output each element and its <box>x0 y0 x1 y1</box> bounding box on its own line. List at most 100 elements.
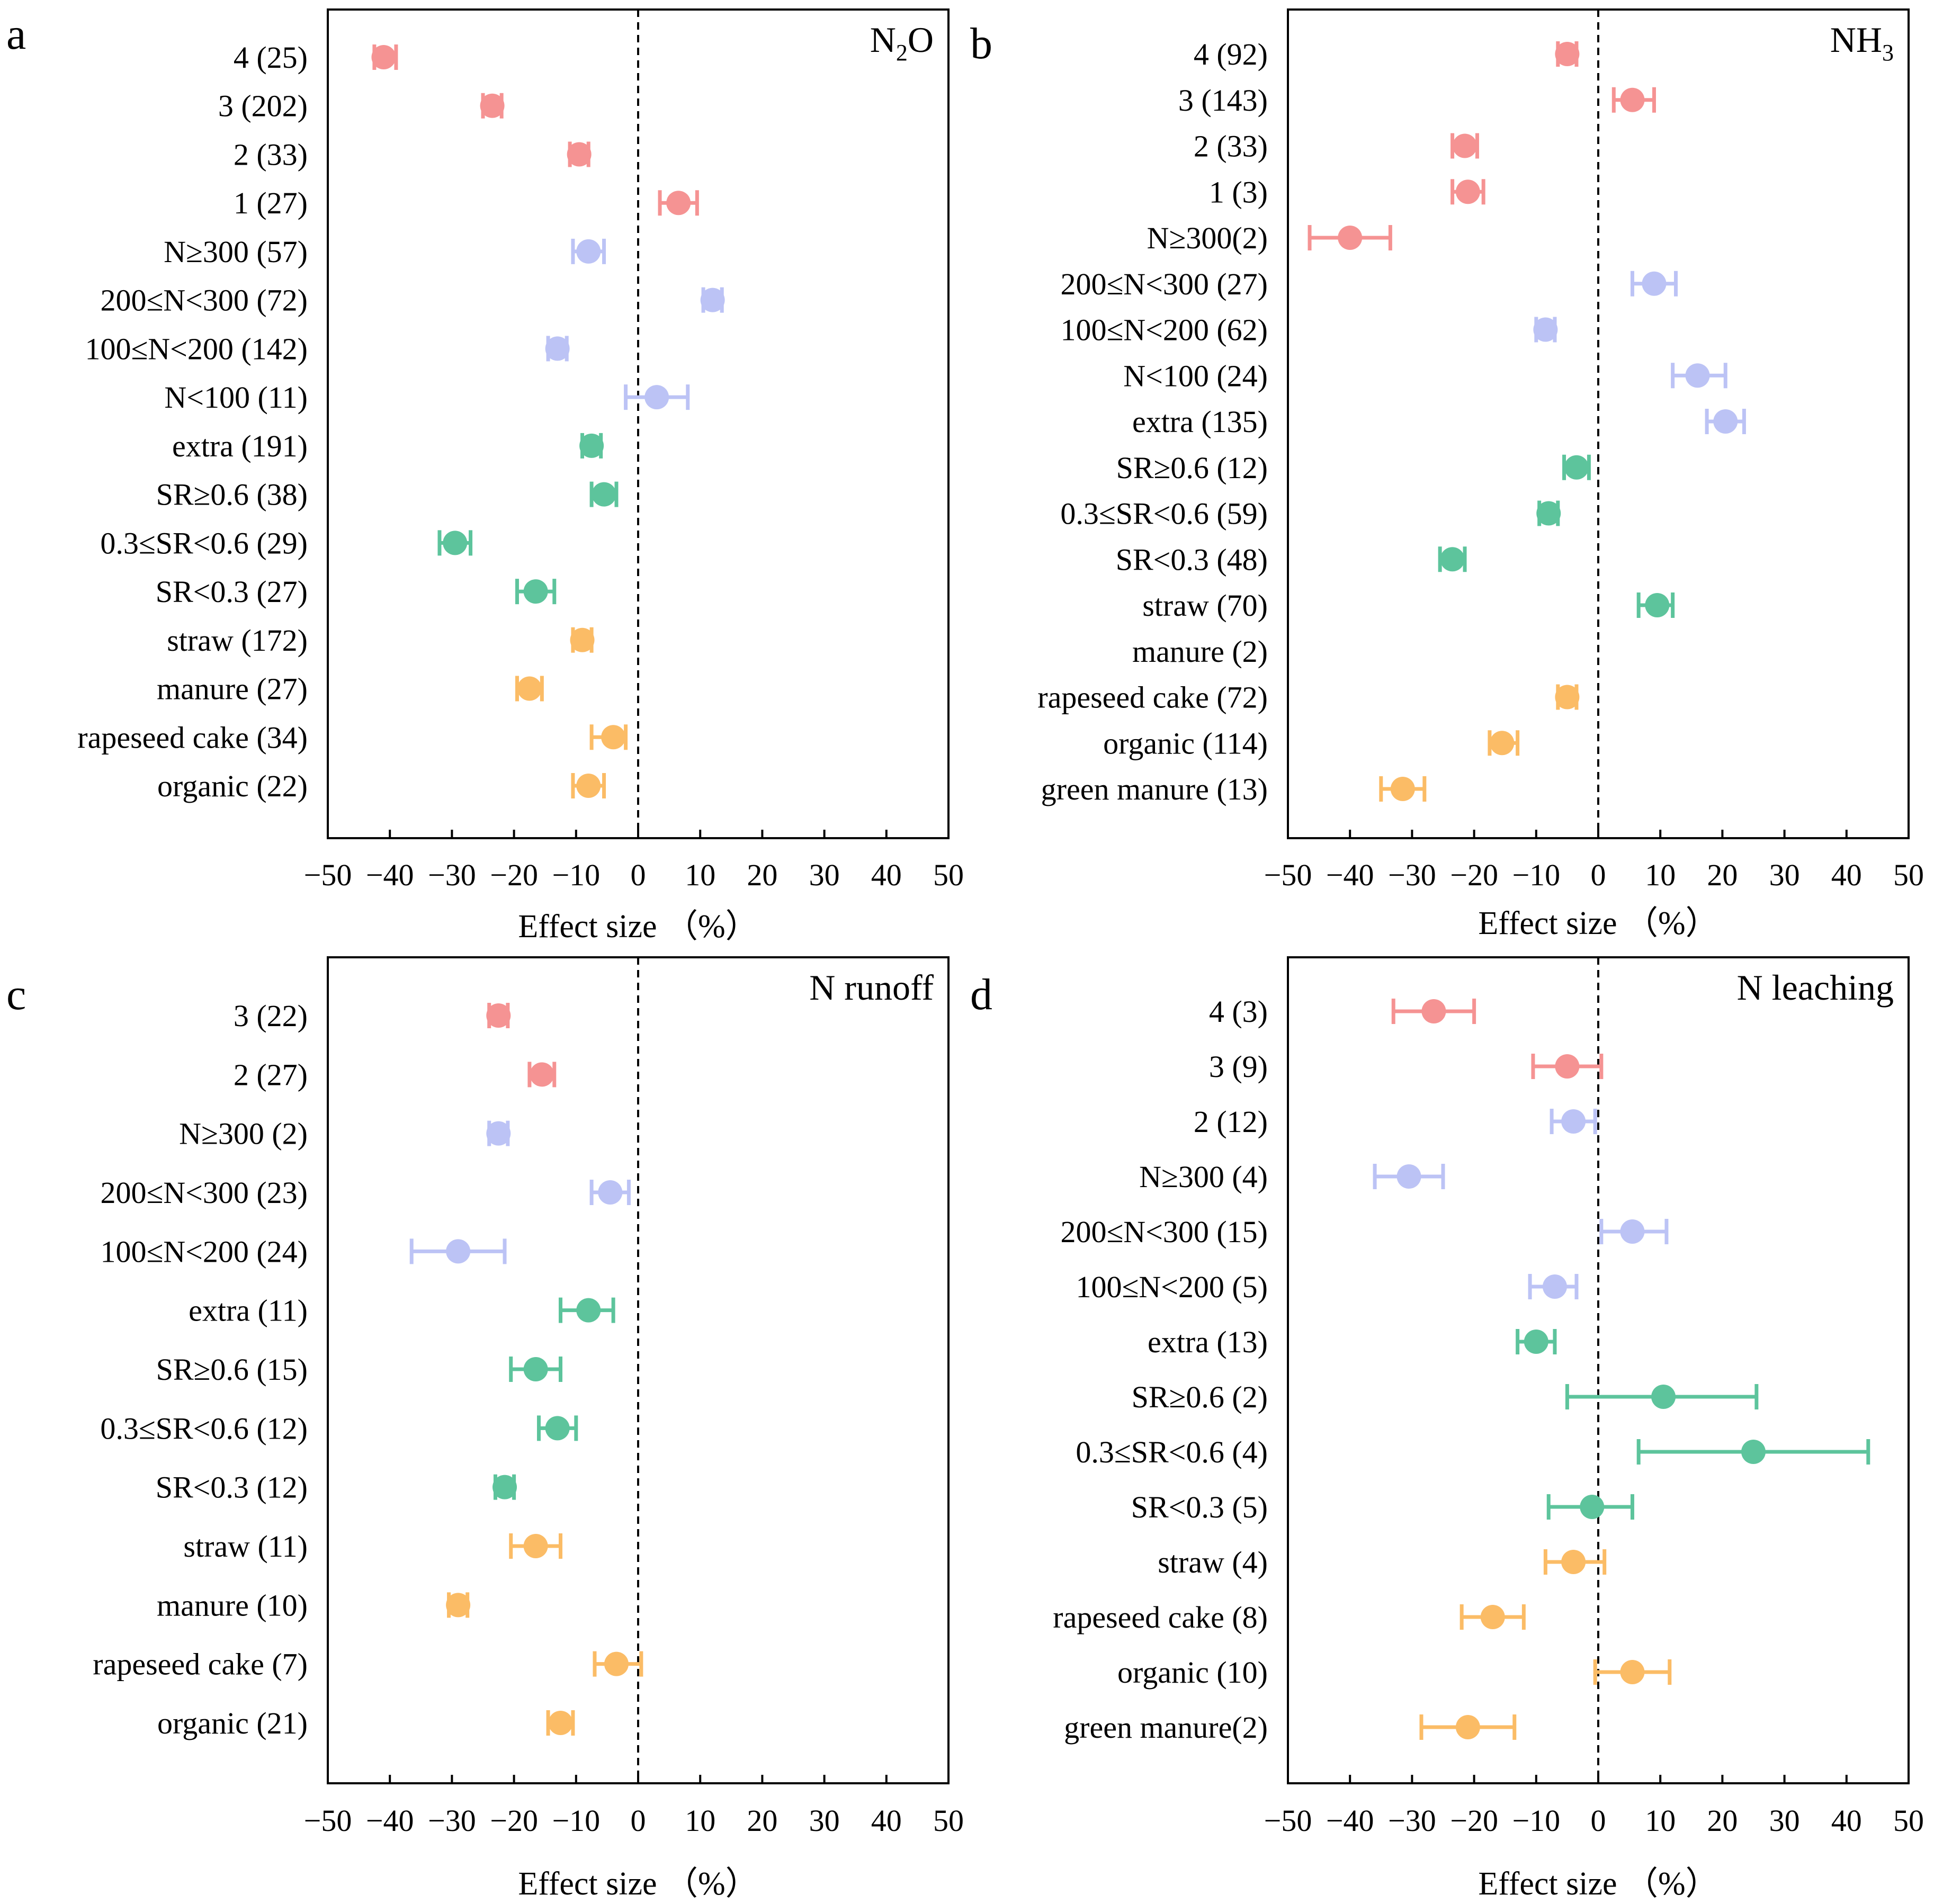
effect-point <box>530 1062 554 1087</box>
x-tick-label: 30 <box>1769 1803 1800 1838</box>
row-label: straw (11) <box>183 1529 308 1564</box>
row-label: 3 (22) <box>234 999 308 1033</box>
effect-point <box>666 191 691 215</box>
row-label: 100≤N<200 (5) <box>1076 1270 1268 1304</box>
x-tick-label: 40 <box>871 858 902 892</box>
effect-point <box>548 1711 573 1735</box>
row-label: green manure(2) <box>1064 1710 1268 1745</box>
effect-point <box>1651 1385 1676 1409</box>
effect-point <box>1564 455 1589 480</box>
x-tick-label: 50 <box>1893 1803 1924 1838</box>
row-label: straw (4) <box>1158 1545 1268 1579</box>
effect-point <box>1555 685 1580 709</box>
effect-point <box>1741 1440 1766 1464</box>
row-label: SR<0.3 (48) <box>1116 542 1268 577</box>
x-axis-title: Effect size （%） <box>1478 905 1718 941</box>
x-tick-label: 20 <box>1707 1803 1738 1838</box>
effect-point <box>545 1416 570 1441</box>
row-label: green manure (13) <box>1041 772 1268 806</box>
panel-tag-c: c <box>6 970 26 1019</box>
x-tick-label: 20 <box>747 1803 777 1838</box>
row-label: 4 (92) <box>1194 37 1268 71</box>
effect-point <box>1421 999 1446 1023</box>
row-label: N<100 (11) <box>164 380 308 415</box>
row-label: SR<0.3 (27) <box>156 574 308 609</box>
effect-point <box>567 142 592 167</box>
row-label: straw (172) <box>167 623 308 658</box>
row-label: SR≥0.6 (2) <box>1132 1380 1268 1414</box>
row-label: N≥300 (57) <box>164 235 308 269</box>
x-tick-label: −50 <box>1264 858 1312 892</box>
x-tick-label: 0 <box>631 1803 646 1838</box>
effect-point <box>576 239 601 264</box>
x-tick-label: 30 <box>809 1803 840 1838</box>
panel-d: d N leaching Effect size （%） −50 −40 −30 −2… <box>970 956 1924 1902</box>
effect-point <box>1536 501 1561 526</box>
x-tick-label: −20 <box>1450 858 1498 892</box>
effect-point <box>592 482 616 507</box>
effect-point <box>1620 1660 1645 1684</box>
row-label: 200≤N<300 (15) <box>1060 1215 1268 1249</box>
x-axis-title: Effect size （%） <box>518 909 758 945</box>
effect-point <box>601 725 626 750</box>
x-tick-label: −20 <box>490 858 538 892</box>
forest-plot-area: −50 −40 −30 −20 −10 0 10 20 30 40 50 4 (25) 3 (202) 2… <box>77 10 964 892</box>
row-label: SR<0.3 (12) <box>156 1470 308 1505</box>
effect-point <box>1396 1164 1421 1189</box>
x-tick-label: −10 <box>1512 858 1560 892</box>
effect-point <box>1524 1330 1548 1354</box>
effect-point <box>1480 1605 1505 1629</box>
row-label: 2 (12) <box>1194 1104 1268 1139</box>
x-tick-label: 10 <box>685 1803 715 1838</box>
x-tick-label: −40 <box>366 858 414 892</box>
effect-point <box>1555 1054 1580 1079</box>
row-label: 2 (33) <box>234 137 308 172</box>
panel-c: c N runoff Effect size （%） −50 −40 −30 −20−… <box>6 956 964 1902</box>
forest-plot-area: −50 −40 −30 −20 −10 0 10 20 30 40 50 4 (92) 3 (143) 2… <box>1037 10 1924 892</box>
effect-point <box>523 579 548 604</box>
row-label: organic (114) <box>1103 726 1268 760</box>
row-label: N≥300 (2) <box>179 1117 308 1151</box>
effect-point <box>1620 87 1645 112</box>
x-tick-label: 50 <box>933 1803 964 1838</box>
effect-point <box>1561 1109 1586 1134</box>
row-label: 0.3≤SR<0.6 (29) <box>100 526 308 560</box>
row-label: rapeseed cake (8) <box>1053 1600 1268 1634</box>
row-label: SR≥0.6 (12) <box>1116 451 1268 485</box>
x-tick-label: −40 <box>1326 858 1374 892</box>
x-tick-label: −30 <box>1388 1803 1436 1838</box>
x-tick-label: −20 <box>1450 1803 1498 1838</box>
row-label: 3 (143) <box>1178 83 1268 118</box>
row-label: extra (191) <box>172 429 308 463</box>
row-label: 100≤N<200 (62) <box>1060 313 1268 347</box>
x-tick-label: −50 <box>304 1803 352 1838</box>
x-tick-label: −50 <box>1264 1803 1312 1838</box>
x-axis-title: Effect size （%） <box>1478 1866 1718 1902</box>
row-label: N≥300(2) <box>1147 221 1268 255</box>
x-tick-label: 40 <box>871 1803 902 1838</box>
row-label: rapeseed cake (72) <box>1037 680 1268 715</box>
effect-point <box>371 45 396 69</box>
effect-point <box>1440 547 1465 572</box>
effect-point <box>446 1593 471 1618</box>
effect-point <box>1561 1550 1586 1574</box>
x-tick-label: −50 <box>304 858 352 892</box>
effect-point <box>446 1239 471 1264</box>
row-label: SR<0.3 (5) <box>1131 1490 1268 1524</box>
row-label: 4 (3) <box>1209 994 1268 1029</box>
effect-point <box>570 627 595 652</box>
effect-point <box>579 433 604 458</box>
forest-plot-area: −50 −40 −30 −20 −10 0 10 20 30 40 50 4 (3) 3 (9) 2 (1… <box>1053 957 1924 1838</box>
x-tick-label: 10 <box>1645 1803 1676 1838</box>
row-label: organic (22) <box>157 769 308 803</box>
panel-title-nh3: NH3 <box>1830 20 1894 66</box>
panel-title-n-leaching: N leaching <box>1737 967 1894 1008</box>
row-label: extra (11) <box>189 1294 308 1328</box>
forest-plot-area: −50 −40 −30 −20 −10 0 10 20 30 40 50 3 (22) 2 (27) N≥… <box>93 957 964 1838</box>
effect-point <box>545 336 570 361</box>
effect-point <box>1642 271 1667 296</box>
effect-point <box>1455 1715 1480 1739</box>
effect-point <box>1533 317 1558 342</box>
effect-point <box>1453 133 1478 158</box>
